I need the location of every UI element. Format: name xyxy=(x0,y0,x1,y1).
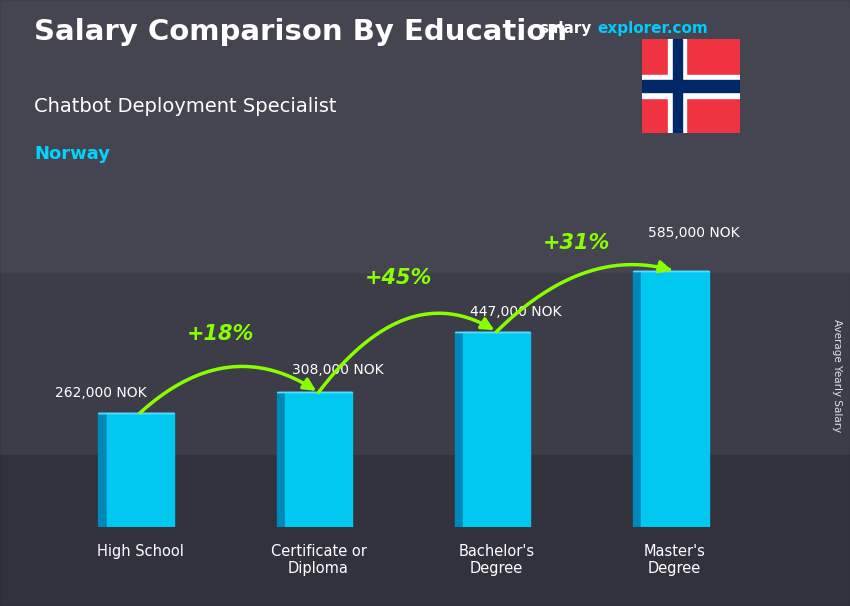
Text: +18%: +18% xyxy=(187,324,254,344)
Bar xyxy=(673,39,682,133)
Bar xyxy=(668,39,686,133)
Text: 308,000 NOK: 308,000 NOK xyxy=(292,362,383,377)
Text: 447,000 NOK: 447,000 NOK xyxy=(470,305,562,319)
Text: Chatbot Deployment Specialist: Chatbot Deployment Specialist xyxy=(34,97,337,116)
Bar xyxy=(642,81,740,92)
Text: 262,000 NOK: 262,000 NOK xyxy=(55,386,146,400)
Text: Norway: Norway xyxy=(34,145,110,164)
Polygon shape xyxy=(632,271,641,527)
Polygon shape xyxy=(276,393,285,527)
Text: Average Yearly Salary: Average Yearly Salary xyxy=(832,319,842,432)
Polygon shape xyxy=(285,393,353,527)
Polygon shape xyxy=(106,413,174,527)
Polygon shape xyxy=(641,271,709,527)
Text: salary: salary xyxy=(540,21,592,36)
Text: explorer.com: explorer.com xyxy=(598,21,708,36)
Text: 585,000 NOK: 585,000 NOK xyxy=(648,225,740,239)
Text: Salary Comparison By Education: Salary Comparison By Education xyxy=(34,18,567,46)
Text: +45%: +45% xyxy=(365,268,433,288)
Polygon shape xyxy=(99,413,106,527)
Bar xyxy=(642,75,740,98)
Text: +31%: +31% xyxy=(543,233,610,253)
Polygon shape xyxy=(455,331,462,527)
Polygon shape xyxy=(462,331,530,527)
